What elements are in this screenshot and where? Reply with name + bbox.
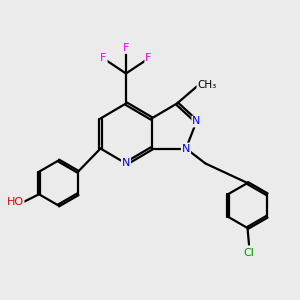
- Text: CH₃: CH₃: [197, 80, 217, 91]
- Text: F: F: [123, 43, 129, 53]
- Text: F: F: [100, 53, 107, 64]
- Text: HO: HO: [7, 197, 24, 207]
- Text: N: N: [122, 158, 130, 169]
- Text: F: F: [145, 53, 152, 64]
- Text: Cl: Cl: [244, 248, 254, 258]
- Text: N: N: [192, 116, 201, 127]
- Text: N: N: [182, 143, 190, 154]
